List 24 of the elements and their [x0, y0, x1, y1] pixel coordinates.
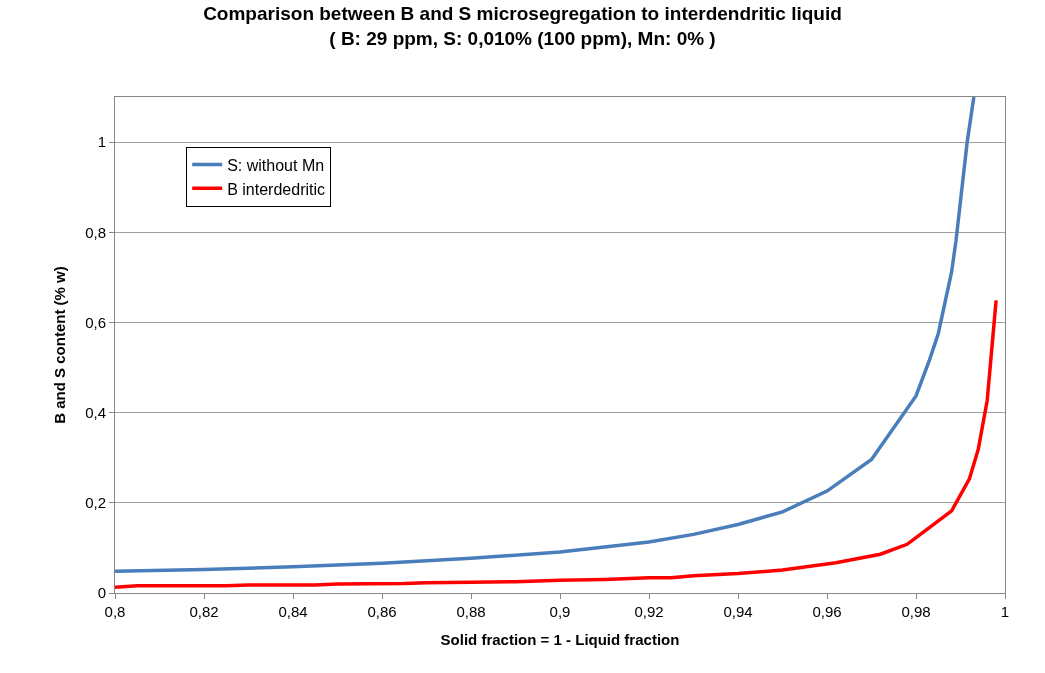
x-tick-label: 0,88: [456, 603, 486, 620]
x-tick-label: 0,96: [812, 603, 842, 620]
x-axis-title: Solid fraction = 1 - Liquid fraction: [440, 631, 680, 648]
legend-label: S: without Mn: [227, 156, 325, 174]
x-tick-label: 0,82: [189, 603, 219, 620]
chart-title: Comparison between B and S microsegregation to interdendritic liquid: [203, 3, 842, 25]
x-tick-label: 0,84: [278, 603, 308, 620]
legend-label: B interdedritic: [227, 180, 326, 198]
x-tick-label: 0,94: [723, 603, 753, 620]
y-tick-label: 1: [97, 133, 106, 151]
x-tick-label: 1: [1000, 603, 1010, 620]
chart-subtitle: ( B: 29 ppm, S: 0,010% (100 ppm), Mn: 0% ): [329, 27, 716, 49]
x-tick-label: 0,98: [901, 603, 931, 620]
x-tick-label: 0,92: [634, 603, 664, 620]
y-tick-label: 0,6: [85, 313, 106, 331]
y-tick-label: 0,4: [85, 403, 106, 421]
y-tick-label: 0,2: [85, 494, 106, 512]
y-tick-label: 0: [97, 584, 106, 602]
y-tick-label: 0,8: [85, 223, 106, 241]
y-axis-title: B and S content (% w): [51, 266, 69, 424]
x-tick-label: 0,9: [549, 603, 571, 620]
line-series: [115, 97, 976, 574]
x-tick-label: 0,86: [367, 603, 397, 620]
line-series: [115, 298, 998, 589]
